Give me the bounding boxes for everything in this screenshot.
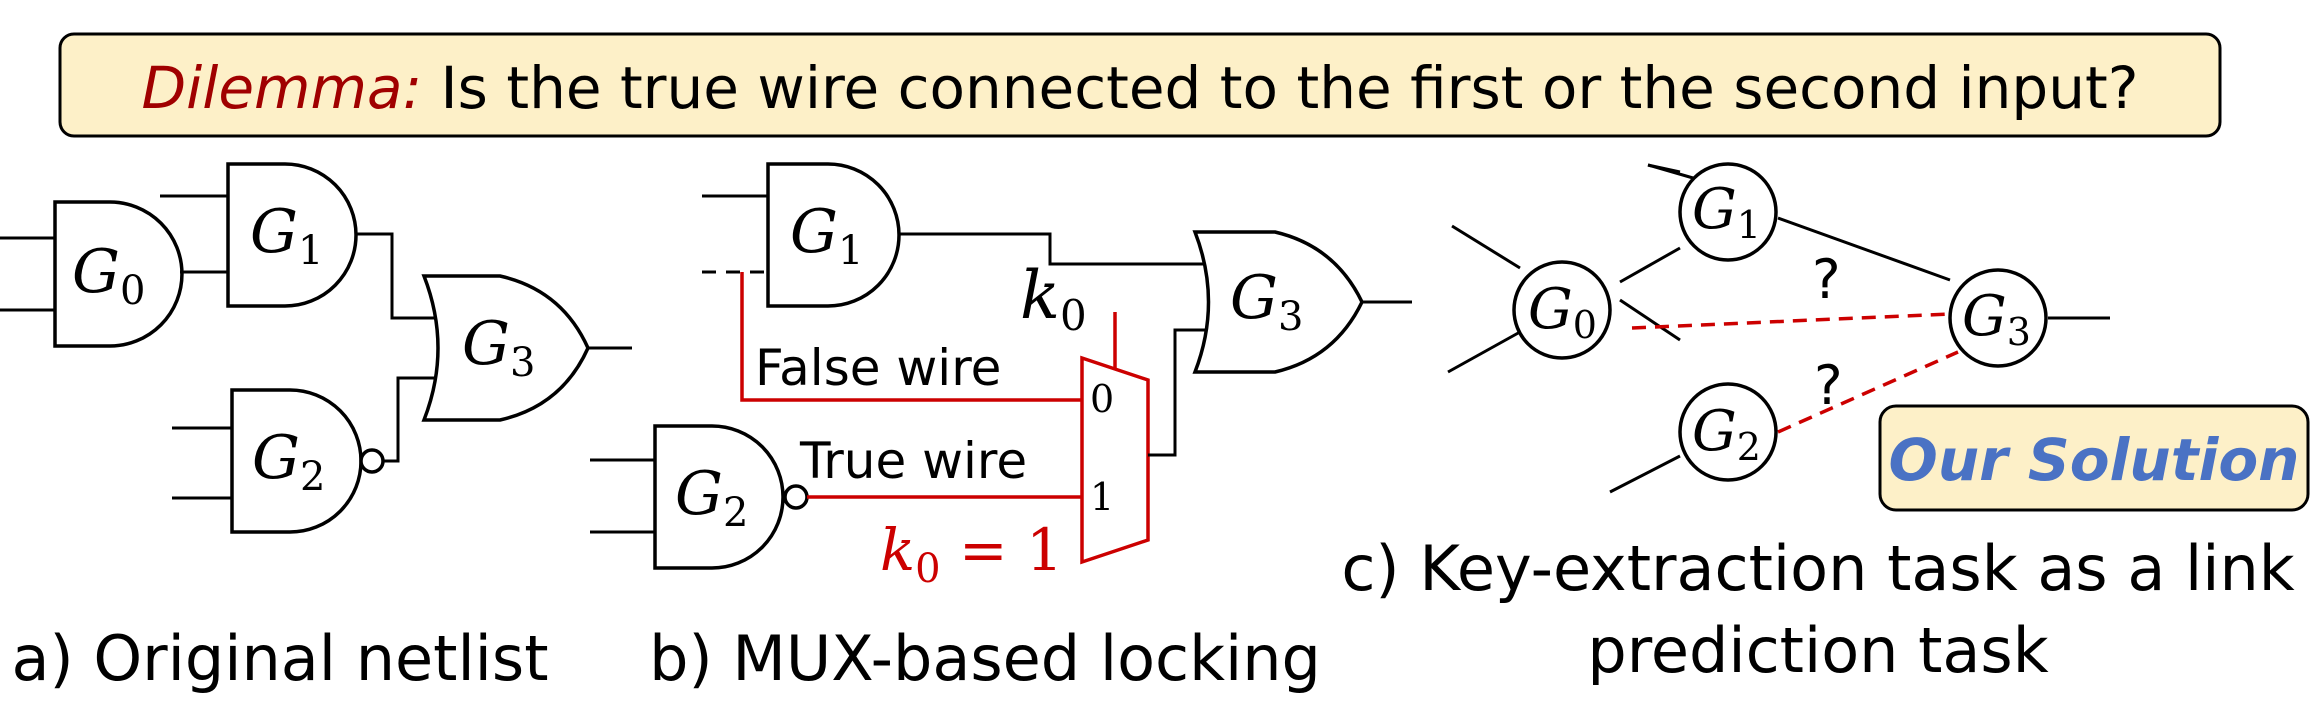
our-solution-badge: Our Solution [1878,404,2310,512]
caption-c-line1: c) Key-extraction task as a link [1341,532,2294,605]
link-g2-g3-candidate [1777,350,1959,434]
node-g1-label: G1 [1692,177,1761,247]
mux-input-0: 0 [1090,377,1114,421]
question-mark-upper: ? [1812,248,1841,311]
caption-a: a) Original netlist [11,622,548,695]
solution-box [1878,404,2310,512]
node-g3-label: G3 [1962,284,2031,354]
gate-g3-label: G3 [462,309,535,386]
gate-g2-label: G2 [252,423,325,500]
caption-c-line2: prediction task [1587,614,2048,687]
banner-text: Dilemma: Is the true wire connected to t… [141,54,2138,122]
dilemma-label: Dilemma: [141,54,422,122]
question-mark-lower: ? [1814,354,1843,417]
node-g1 [1678,162,1778,262]
gate-g2-inverter-bubble [359,448,385,474]
panel-mux-locking: G1 False wire 0 1 k0 G2 True wire k0 = 1… [590,162,1412,695]
gate-g0 [53,200,184,348]
banner-box [58,32,2222,138]
gate-b-g1 [766,162,901,308]
false-wire-path [740,272,1082,402]
mux-input-1: 1 [1090,475,1114,519]
node-g0 [1512,260,1612,360]
gate-b-g3-label: G3 [1230,263,1303,340]
gate-b-g3 [1192,230,1364,374]
dilemma-banner: Dilemma: Is the true wire connected to t… [58,32,2222,138]
false-wire-label: False wire [755,339,1001,397]
gate-b-g1-label: G1 [790,197,863,274]
gate-b-g2-label: G2 [675,459,748,536]
node-g0-label: G0 [1528,277,1597,347]
caption-b: b) MUX-based locking [649,622,1321,695]
gate-g3 [421,274,590,422]
gate-b-g2 [653,424,785,570]
gate-g0-label: G0 [72,237,145,314]
mux [1080,355,1150,565]
key-label: k0 [1020,257,1087,340]
node-g2-label: G2 [1692,399,1761,469]
gate-g1-label: G1 [250,197,323,274]
link-g0-g3-candidate [1631,312,1951,330]
true-wire-label: True wire [799,432,1027,490]
panel-link-prediction: G0 G1 G2 G3 ? ? c) Key-extraction task a… [1341,162,2295,687]
gate-g1 [226,162,358,308]
node-g3 [1948,268,2048,368]
key-value: k0 = 1 [880,516,1063,592]
dilemma-question: Is the true wire connected to the first … [422,54,2138,122]
solution-label: Our Solution [1889,426,2300,494]
panel-original-netlist: G0 G1 G2 G3 a) Original netlist [0,162,632,695]
node-g2 [1678,382,1778,482]
